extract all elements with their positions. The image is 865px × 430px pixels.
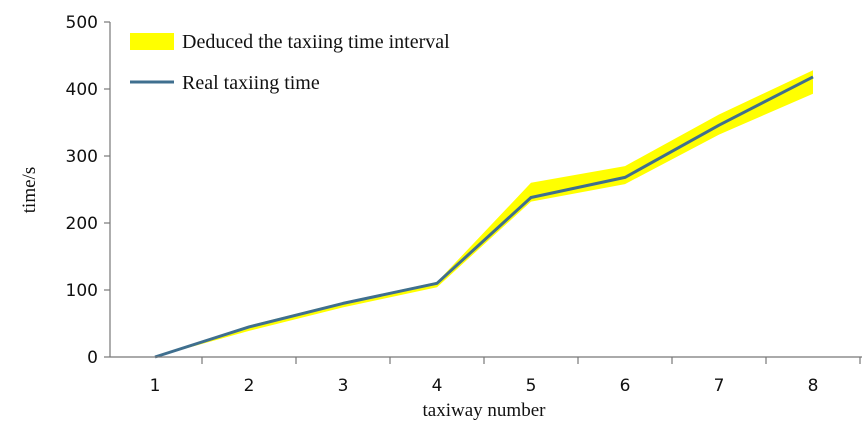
- y-tick-label: 0: [87, 348, 98, 368]
- y-tick-label: 400: [66, 80, 98, 100]
- axes: 0 100 200 300 400 500 1 2 3 4 5 6 7 8: [66, 13, 862, 396]
- x-tick-label: 8: [808, 376, 819, 396]
- plot-area: [154, 70, 814, 359]
- x-tick-label: 7: [714, 376, 725, 396]
- x-tick-label: 6: [620, 376, 631, 396]
- x-tick-label: 1: [150, 376, 161, 396]
- y-axis-title: time/s: [19, 167, 40, 213]
- x-tick-label: 2: [244, 376, 255, 396]
- y-tick-label: 100: [66, 281, 98, 301]
- legend-band-swatch: [130, 33, 174, 50]
- x-tick-label: 4: [432, 376, 443, 396]
- legend: Deduced the taxiing time interval Real t…: [130, 31, 450, 94]
- x-axis-title: taxiway number: [423, 400, 547, 421]
- x-tick-label: 3: [338, 376, 349, 396]
- y-tick-label: 200: [66, 214, 98, 234]
- legend-band-label: Deduced the taxiing time interval: [182, 31, 450, 53]
- band-area: [155, 70, 813, 357]
- y-tick-label: 500: [66, 13, 98, 33]
- x-tick-label: 5: [526, 376, 537, 396]
- y-tick-label: 300: [66, 147, 98, 167]
- legend-series-label: Real taxiing time: [182, 72, 320, 94]
- series-line: [154, 75, 814, 359]
